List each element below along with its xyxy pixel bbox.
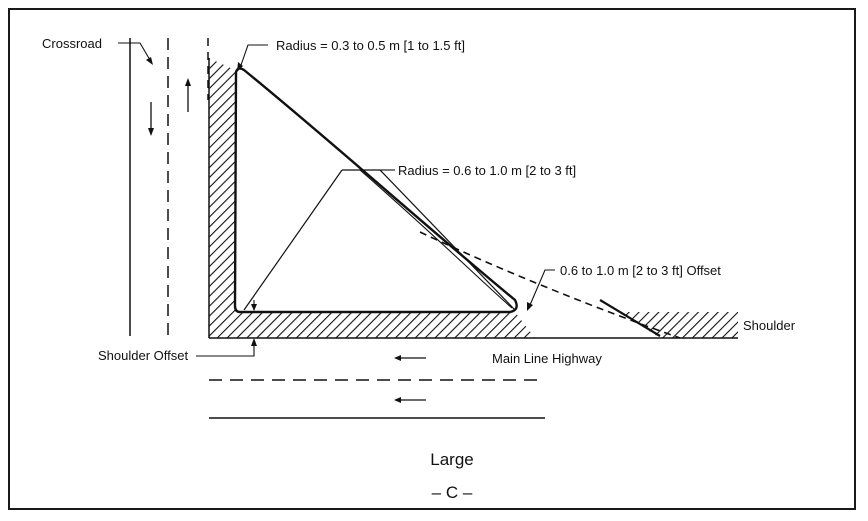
mainline-shoulder-hatch — [209, 312, 535, 338]
shoulder-offset-label: Shoulder Offset — [98, 348, 188, 363]
right-shoulder-hatch — [620, 312, 738, 338]
shoulder-label: Shoulder — [743, 318, 796, 333]
radius-mid-label: Radius = 0.6 to 1.0 m [2 to 3 ft] — [398, 163, 576, 178]
radius-line-3 — [379, 169, 516, 311]
shoulder-offset-tick — [251, 300, 257, 311]
mainline-arrow-1 — [394, 355, 426, 361]
radius-small-label: Radius = 0.3 to 0.5 m [1 to 1.5 ft] — [276, 38, 465, 53]
crossroad-shoulder-hatch — [209, 58, 235, 312]
diagram-frame — [8, 8, 856, 510]
crossroad-up-arrow — [185, 78, 191, 112]
crossroad-down-arrow — [148, 102, 154, 136]
main-line-highway-label: Main Line Highway — [492, 351, 602, 366]
right-shoulder-edge-line — [599, 299, 661, 337]
mainline-arrow-2 — [394, 397, 426, 403]
island-outline — [233, 67, 518, 314]
mid-radius-arc — [359, 169, 513, 309]
figure-letter-label: – C – — [432, 483, 473, 502]
crossroad-label: Crossroad — [42, 36, 102, 51]
shoulder-offset-leader — [196, 342, 255, 357]
radius-small-leader — [239, 44, 268, 69]
offset-leader — [529, 269, 555, 306]
size-label: Large — [430, 450, 473, 469]
offset-label: 0.6 to 1.0 m [2 to 3 ft] Offset — [560, 263, 721, 278]
crossroad-leader — [118, 42, 151, 61]
radius-line-1 — [243, 169, 343, 311]
